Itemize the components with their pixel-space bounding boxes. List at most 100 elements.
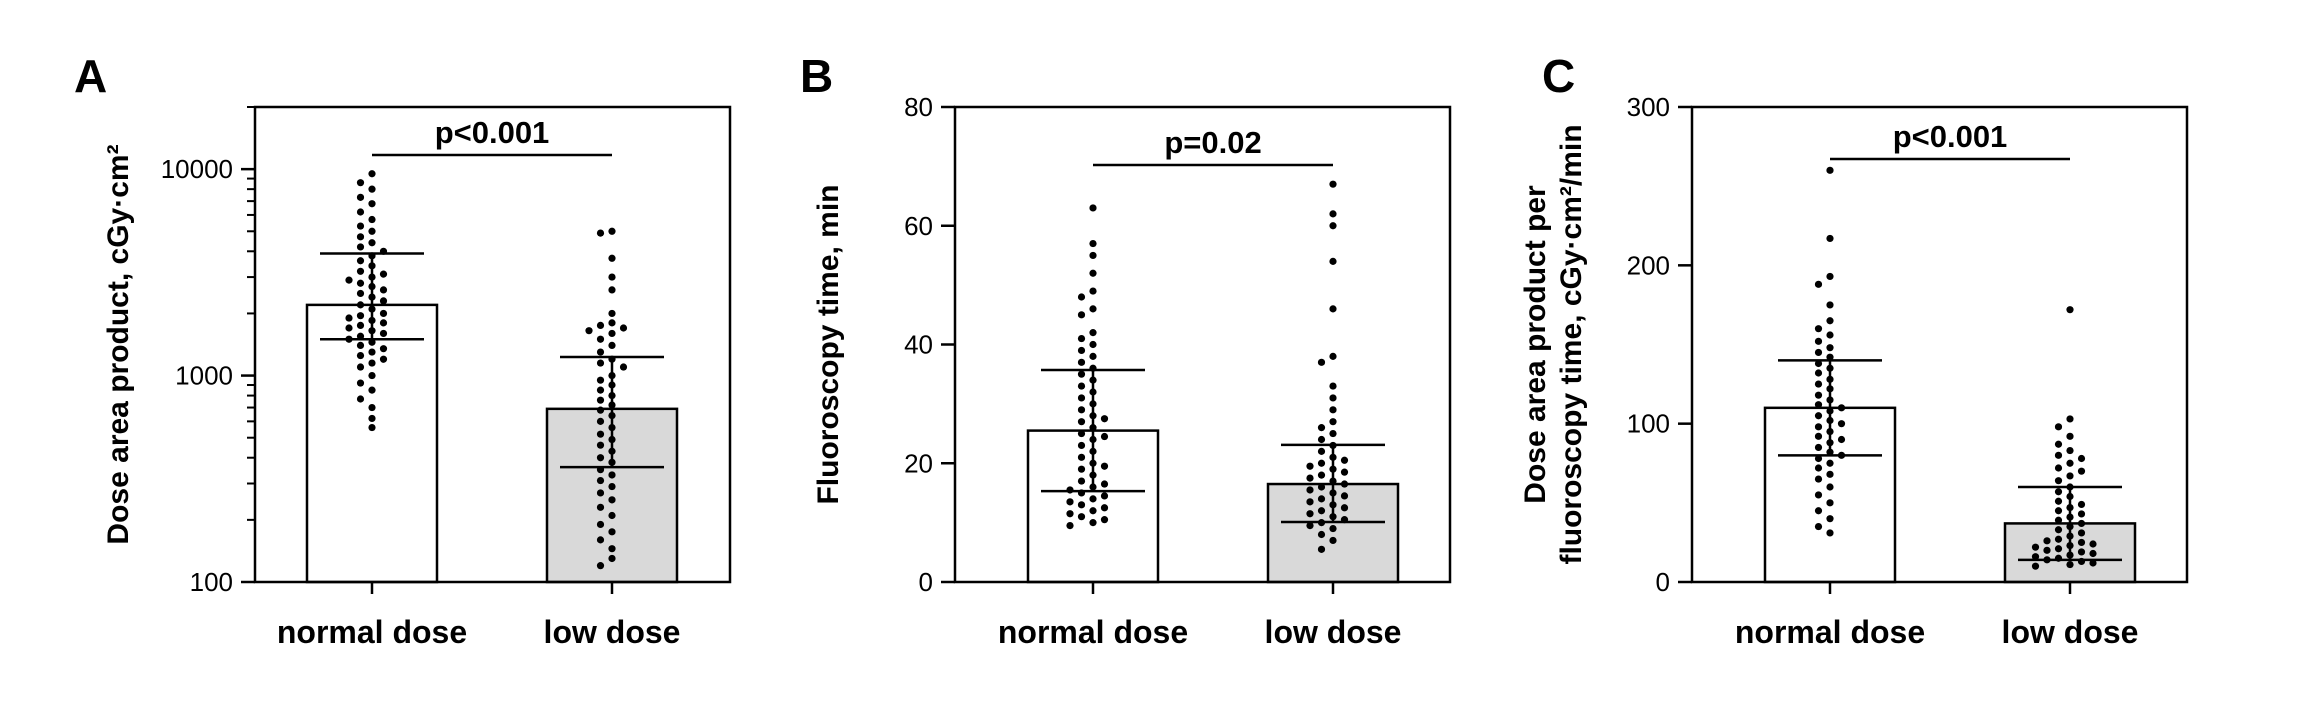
data-point (2077, 538, 2086, 547)
data-point (1100, 492, 1109, 500)
data-point (1317, 495, 1326, 503)
data-point (1077, 370, 1086, 378)
data-point (1826, 483, 1834, 491)
error-bar-normal-dose (320, 252, 424, 341)
data-point (2054, 507, 2063, 515)
data-point (1317, 471, 1326, 479)
data-point (2066, 472, 2074, 480)
data-point (2054, 451, 2063, 459)
data-point (2077, 519, 2086, 528)
data-point (619, 324, 628, 332)
x-tick-label: low dose (1265, 614, 1402, 650)
data-point (345, 276, 353, 284)
data-point (1329, 180, 1337, 188)
panel-letter: A (74, 50, 107, 102)
data-point (1077, 477, 1086, 485)
data-point (596, 430, 605, 438)
data-point (1826, 353, 1834, 361)
data-point (356, 351, 365, 360)
data-point (1306, 498, 1314, 506)
data-point (1089, 507, 1097, 515)
data-point (356, 257, 365, 265)
data-point (2077, 510, 2086, 518)
panel-letter: C (1542, 50, 1575, 102)
bar-normal-dose (305, 303, 439, 584)
data-point (1317, 424, 1326, 432)
data-point (368, 414, 376, 423)
data-point (1340, 492, 1349, 500)
data-point (1306, 521, 1314, 530)
data-point (368, 386, 376, 394)
data-point (1077, 429, 1086, 438)
data-point (379, 286, 388, 294)
data-point (1814, 359, 1823, 368)
data-point (1306, 462, 1314, 470)
data-point (608, 227, 616, 235)
data-point (596, 406, 605, 414)
data-point (1814, 380, 1823, 388)
data-point (1814, 443, 1823, 452)
data-point (1089, 204, 1097, 212)
data-point (1317, 358, 1326, 366)
data-point (1814, 454, 1823, 463)
data-point (608, 319, 616, 327)
data-point (1100, 516, 1109, 524)
data-point (2054, 545, 2063, 553)
error-bar-low-dose (1281, 443, 1385, 524)
data-point (1089, 352, 1097, 360)
data-point (356, 233, 365, 241)
data-point (608, 545, 616, 553)
data-point (2066, 306, 2074, 314)
data-point (619, 363, 628, 371)
y-tick-label: 80 (904, 92, 933, 122)
data-point (1826, 234, 1834, 243)
data-point (1340, 456, 1349, 464)
data-point (2066, 446, 2074, 455)
data-point (2031, 553, 2040, 561)
data-point (2054, 516, 2063, 524)
data-point (368, 359, 376, 367)
data-point (2031, 543, 2040, 551)
data-point (1317, 545, 1326, 553)
data-point (596, 417, 605, 425)
data-point (2066, 459, 2074, 467)
data-point (1814, 475, 1823, 483)
y-tick-label: 100 (190, 567, 233, 597)
data-point (596, 562, 605, 570)
data-point (1077, 382, 1086, 390)
data-point (1100, 415, 1109, 423)
data-point (368, 185, 376, 193)
data-point (1317, 530, 1326, 539)
data-point (2066, 560, 2074, 569)
data-point (1814, 325, 1823, 333)
data-point (1826, 499, 1834, 507)
data-point (356, 193, 365, 201)
data-point (368, 403, 376, 412)
data-point (1329, 305, 1337, 313)
p-value-label: p<0.001 (435, 115, 550, 150)
data-point (596, 489, 605, 497)
data-point (368, 239, 376, 247)
x-tick-label: normal dose (277, 614, 467, 650)
y-tick-label: 0 (1656, 567, 1670, 597)
data-point (1329, 352, 1337, 360)
y-axis-title-line: Dose area product per (1519, 185, 1552, 504)
data-point (1826, 470, 1834, 478)
data-point (1814, 491, 1823, 499)
data-point (1066, 510, 1074, 518)
data-point (2077, 529, 2086, 537)
data-point (596, 348, 605, 356)
data-point (356, 321, 365, 330)
data-point (1340, 468, 1349, 476)
data-point (596, 335, 605, 343)
data-point (1077, 418, 1086, 426)
data-point (379, 270, 388, 278)
data-point (596, 476, 605, 485)
data-point (379, 319, 388, 327)
data-point (1100, 432, 1109, 441)
data-point (356, 243, 365, 251)
data-point (2077, 548, 2086, 556)
x-tick-label: low dose (2002, 614, 2139, 650)
data-point (368, 348, 376, 356)
data-point (2054, 526, 2063, 534)
